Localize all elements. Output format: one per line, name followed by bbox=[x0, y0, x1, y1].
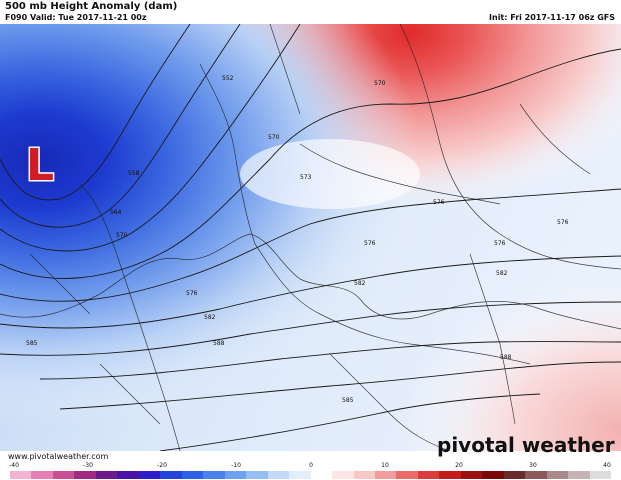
contour-label: 585 bbox=[26, 340, 38, 347]
colorbar: -40 -30 -20 -10 0 10 20 30 40 bbox=[0, 461, 621, 480]
borders bbox=[0, 24, 621, 451]
colorbar-swatch bbox=[52, 471, 75, 479]
contour-labels: 552 558 564 570 570 573 570 576 576 576 … bbox=[26, 75, 569, 404]
contour-label: 564 bbox=[110, 209, 122, 216]
colorbar-swatch bbox=[396, 471, 418, 479]
valid-time: F090 Valid: Tue 2017-11-21 00z bbox=[5, 13, 147, 22]
site-url[interactable]: www.pivotalweather.com bbox=[8, 452, 109, 461]
contour-label: 573 bbox=[300, 174, 312, 181]
colorbar-tick: 30 bbox=[529, 462, 537, 469]
colorbar-swatch bbox=[374, 471, 397, 479]
colorbar-tick: 40 bbox=[603, 462, 611, 469]
contour-label: 558 bbox=[128, 170, 140, 177]
contour-label: 582 bbox=[354, 280, 366, 287]
colorbar-swatch bbox=[589, 471, 612, 479]
colorbar-swatch bbox=[138, 471, 161, 479]
contour-label: 570 bbox=[116, 232, 128, 239]
colorbar-swatch bbox=[353, 471, 375, 479]
colorbar-swatch bbox=[74, 471, 96, 479]
colorbar-swatch bbox=[246, 471, 268, 479]
colorbar-swatch bbox=[460, 471, 483, 479]
colorbar-swatch bbox=[546, 471, 569, 479]
height-contours bbox=[0, 24, 621, 451]
weather-map[interactable]: 552 558 564 570 570 573 570 576 576 576 … bbox=[0, 24, 621, 451]
colorbar-tick: 20 bbox=[455, 462, 463, 469]
colorbar-swatch bbox=[310, 471, 333, 479]
colorbar-swatch bbox=[525, 471, 547, 479]
negative-anomaly bbox=[0, 24, 621, 451]
map-canvas[interactable]: 552 558 564 570 570 573 570 576 576 576 … bbox=[0, 24, 621, 451]
colorbar-gradient bbox=[10, 471, 612, 479]
colorbar-swatch bbox=[332, 471, 354, 479]
contour-label: 588 bbox=[500, 354, 512, 361]
colorbar-swatch bbox=[503, 471, 526, 479]
colorbar-swatch bbox=[95, 471, 118, 479]
colorbar-swatch bbox=[289, 471, 311, 479]
colorbar-tick: -20 bbox=[157, 462, 167, 469]
colorbar-tick: 0 bbox=[309, 462, 313, 469]
contour-label: 582 bbox=[496, 270, 508, 277]
colorbar-swatch bbox=[160, 471, 182, 479]
colorbar-swatch bbox=[439, 471, 461, 479]
colorbar-swatch bbox=[267, 471, 290, 479]
colorbar-swatch bbox=[224, 471, 247, 479]
colorbar-swatch bbox=[417, 471, 440, 479]
map-title: 500 mb Height Anomaly (dam) bbox=[5, 1, 178, 12]
brand-logo: pivotal weather bbox=[437, 433, 615, 457]
contour-label: 576 bbox=[557, 219, 569, 226]
contour-label: 576 bbox=[364, 240, 376, 247]
colorbar-ticks: -40 -30 -20 -10 0 10 20 30 40 bbox=[0, 462, 621, 471]
colorbar-swatch bbox=[117, 471, 139, 479]
colorbar-tick: -10 bbox=[231, 462, 241, 469]
contour-label: 585 bbox=[342, 397, 354, 404]
contour-label: 576 bbox=[433, 199, 445, 206]
contour-label: 570 bbox=[268, 134, 280, 141]
colorbar-tick: -30 bbox=[83, 462, 93, 469]
neutral-band bbox=[240, 139, 420, 209]
colorbar-swatch bbox=[482, 471, 504, 479]
contour-label: 570 bbox=[374, 80, 386, 87]
contour-label: 582 bbox=[204, 314, 216, 321]
contour-label: 576 bbox=[186, 290, 198, 297]
colorbar-swatch bbox=[181, 471, 204, 479]
colorbar-swatch bbox=[568, 471, 590, 479]
map-header: 500 mb Height Anomaly (dam) F090 Valid: … bbox=[0, 0, 621, 24]
contour-label: 552 bbox=[222, 75, 234, 82]
init-time: Init: Fri 2017-11-17 06z GFS bbox=[489, 13, 615, 22]
colorbar-swatch bbox=[31, 471, 53, 479]
low-pressure-marker: L bbox=[26, 140, 54, 191]
colorbar-swatch bbox=[203, 471, 225, 479]
colorbar-swatch bbox=[10, 471, 32, 479]
contour-label: 588 bbox=[213, 340, 225, 347]
colorbar-tick: -40 bbox=[9, 462, 19, 469]
colorbar-tick: 10 bbox=[381, 462, 389, 469]
contour-label: 576 bbox=[494, 240, 506, 247]
